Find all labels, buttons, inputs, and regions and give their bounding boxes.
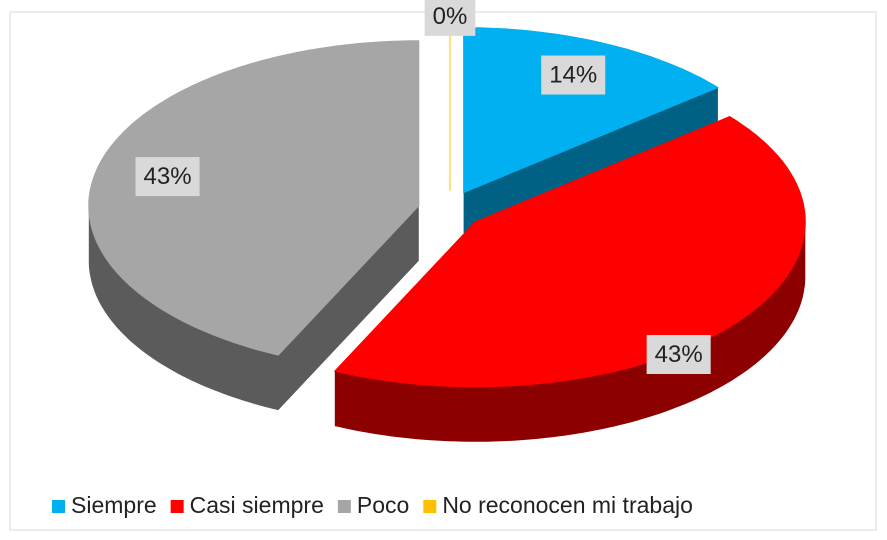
legend-swatch <box>423 500 437 513</box>
data-label: 0% <box>424 0 476 36</box>
data-label: 43% <box>135 157 200 197</box>
data-label-box <box>135 157 200 197</box>
legend-label: Casi siempre <box>190 492 324 518</box>
legend-swatch <box>337 500 351 513</box>
slice <box>463 27 720 194</box>
data-label-text: 43% <box>655 341 703 368</box>
data-label-text: 14% <box>549 62 597 89</box>
data-label-text: 0% <box>433 3 468 30</box>
data-label: 43% <box>646 334 711 374</box>
legend-label: Poco <box>357 492 409 518</box>
data-label-box <box>541 55 606 95</box>
legend-label: Siempre <box>71 492 157 518</box>
legend-swatch <box>52 500 65 513</box>
legend-swatch <box>170 500 184 513</box>
slice <box>88 40 420 356</box>
data-label-box <box>424 0 476 36</box>
data-label-box <box>646 334 711 374</box>
slice <box>333 116 806 388</box>
data-label-text: 43% <box>144 163 192 190</box>
legend-label: No reconocen mi trabajo <box>442 492 693 518</box>
data-label: 14% <box>541 55 606 95</box>
